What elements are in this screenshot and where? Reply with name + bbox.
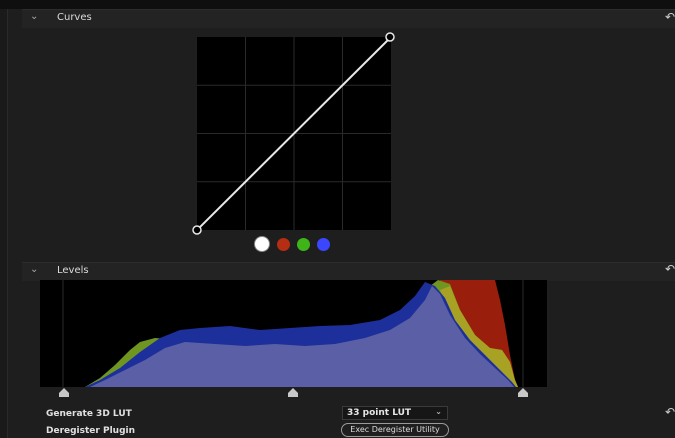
curves-svg	[197, 37, 391, 230]
lut-dropdown[interactable]: 33 point LUT ⌄	[342, 406, 448, 420]
histogram-yellow	[440, 286, 518, 387]
levels-section-header[interactable]: ⌄ Levels	[22, 262, 675, 281]
red-channel-button[interactable]	[277, 238, 290, 251]
chevron-down-icon[interactable]: ⌄	[30, 264, 39, 275]
levels-title: Levels	[57, 265, 89, 276]
lut-reset-icon[interactable]: ↶	[664, 405, 675, 419]
levels-gray-slider[interactable]	[288, 388, 298, 397]
blue-channel-button[interactable]	[317, 238, 330, 251]
lut-dropdown-value: 33 point LUT	[347, 408, 412, 418]
histogram-svg	[40, 280, 524, 387]
levels-black-slider[interactable]	[59, 388, 69, 397]
levels-white-slider[interactable]	[518, 388, 528, 397]
levels-histogram[interactable]	[40, 280, 547, 387]
top-strip	[0, 0, 675, 9]
generate-lut-label: Generate 3D LUT	[46, 409, 132, 419]
curves-graph[interactable]	[197, 37, 391, 230]
white-channel-button[interactable]	[255, 237, 269, 251]
curve-line[interactable]	[197, 37, 391, 230]
curves-title: Curves	[57, 12, 92, 23]
curves-section-header[interactable]: ⌄ Curves	[22, 9, 675, 28]
left-gutter	[0, 9, 8, 438]
curves-reset-icon[interactable]: ↶	[664, 10, 675, 24]
chevron-down-icon: ⌄	[435, 407, 442, 416]
settings-rows: Generate 3D LUT Deregister Plugin	[40, 405, 675, 438]
chevron-down-icon[interactable]: ⌄	[30, 11, 39, 22]
exec-deregister-button[interactable]: Exec Deregister Utility	[341, 423, 449, 437]
histogram-luma	[40, 286, 514, 387]
levels-reset-icon[interactable]: ↶	[664, 262, 675, 276]
deregister-plugin-label: Deregister Plugin	[46, 426, 136, 436]
green-channel-button[interactable]	[297, 238, 310, 251]
